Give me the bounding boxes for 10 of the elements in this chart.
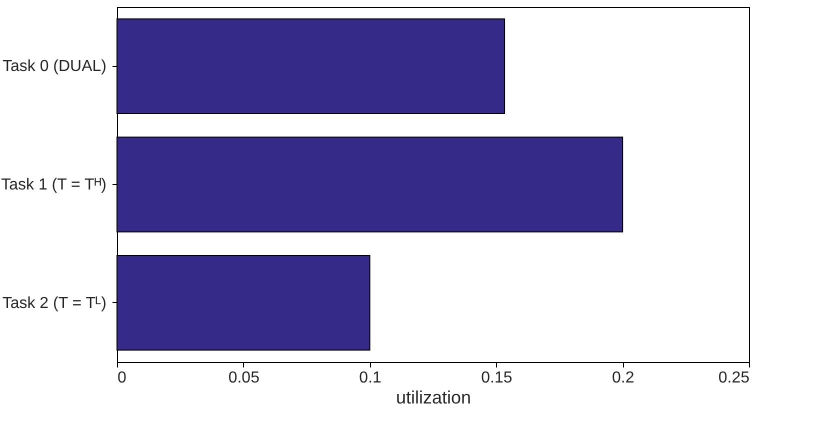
x-axis-title: utilization (396, 388, 472, 408)
x-tick-label: 0.05 (228, 370, 260, 386)
y-tick-label: Task 1 (T = Tᴴ) (1, 176, 106, 194)
y-tick-label: Task 2 (T = Tᴸ) (2, 294, 106, 312)
x-tick-label: 0.25 (718, 370, 750, 386)
x-tick-label: 0 (118, 370, 126, 386)
x-tick-label: 0.1 (359, 370, 382, 386)
y-tick-label: Task 0 (DUAL) (2, 58, 106, 76)
x-tick-label: 0.2 (612, 370, 634, 386)
x-tick-label: 0.15 (481, 370, 512, 386)
